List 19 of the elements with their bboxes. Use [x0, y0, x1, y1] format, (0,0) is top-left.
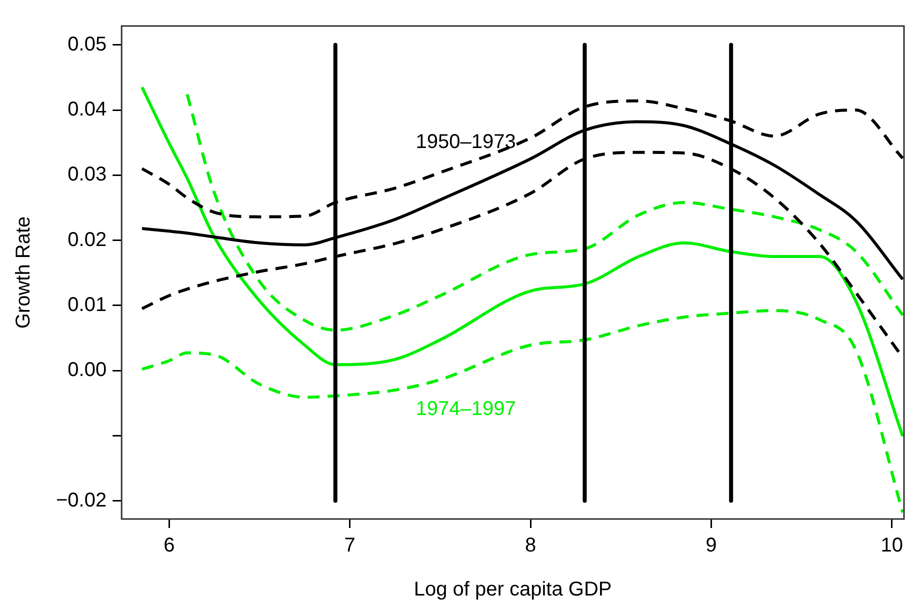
series-label: 1950–1973: [416, 131, 516, 154]
y-tick-label: 0.05: [68, 33, 107, 56]
text: 1974–1997: [416, 398, 516, 420]
line-series: [140, 309, 904, 514]
x-tick-label: 10: [880, 534, 904, 557]
y-tick-label: 0.03: [68, 164, 107, 186]
x-tick-label: 9: [706, 534, 717, 557]
y-tick-label: 0.01: [68, 294, 107, 316]
y-axis-title: Growth Rate: [12, 216, 35, 329]
y-tick-label: 0.00: [68, 359, 107, 382]
x-tick-label: 6: [164, 534, 175, 557]
x-axis-title: Log of per capita GDP: [414, 578, 612, 601]
line-series: [186, 92, 904, 332]
x-tick-label: 7: [344, 534, 356, 557]
x-tick-label: 8: [524, 534, 536, 557]
y-tick-label: −0.02: [56, 489, 107, 512]
line-series: [140, 86, 904, 438]
y-tick-label: 0.02: [68, 228, 107, 251]
y-tick-label: 0.04: [68, 98, 107, 121]
